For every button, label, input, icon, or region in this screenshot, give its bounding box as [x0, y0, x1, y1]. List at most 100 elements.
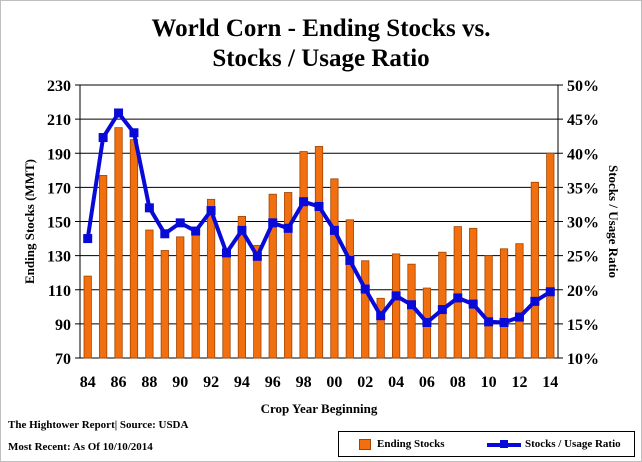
line-marker: [268, 218, 278, 228]
bar-ending-stocks: [330, 178, 339, 359]
x-tick-label: 86: [111, 374, 127, 391]
line-marker: [252, 251, 262, 261]
x-tick-label: 14: [542, 374, 558, 391]
y-tick-label: 130: [47, 249, 71, 266]
line-marker: [175, 218, 185, 228]
bar-ending-stocks: [176, 236, 185, 359]
line-marker: [144, 203, 154, 213]
bar-ending-stocks: [114, 127, 123, 359]
y-tick-label: 90: [55, 317, 71, 334]
bar-ending-stocks: [160, 250, 169, 359]
line-marker: [160, 229, 170, 239]
bar-ending-stocks: [299, 151, 308, 359]
bar-ending-stocks: [345, 219, 354, 359]
bar-ending-stocks: [376, 297, 385, 359]
bar-ending-stocks: [145, 229, 154, 359]
bar-ending-stocks: [391, 253, 401, 359]
y-tick-label: 150: [47, 215, 71, 232]
bar-ending-stocks: [191, 233, 200, 359]
chart-title-line-2: Stocks / Usage Ratio: [212, 45, 430, 72]
bar-ending-stocks: [484, 255, 493, 359]
line-marker: [530, 296, 540, 306]
y-tick-label: 230: [47, 78, 71, 95]
line-marker: [391, 291, 401, 301]
y-tick-label: 190: [47, 146, 71, 163]
y-tick-label: 110: [48, 283, 71, 300]
bar-ending-stocks: [469, 227, 478, 359]
line-marker: [499, 318, 509, 328]
y-tick-label: 70: [55, 351, 71, 368]
line-marker: [206, 206, 216, 216]
line-marker: [83, 234, 93, 244]
bar-ending-stocks: [268, 193, 277, 359]
x-tick-label: 90: [172, 374, 188, 391]
bar-ending-stocks: [99, 175, 108, 359]
bar-ending-stocks: [253, 244, 262, 359]
bar-ending-stocks: [206, 198, 216, 359]
line-marker: [360, 284, 370, 294]
line-marker: [191, 226, 201, 236]
x-tick-label: 94: [234, 374, 250, 391]
y2-tick-label: 30%: [567, 215, 599, 232]
y2-axis-label: Stocks / Usage Ratio: [606, 165, 621, 278]
most-recent-note: Most Recent: As Of 10/10/2014: [8, 441, 153, 453]
x-axis-label: Crop Year Beginning: [261, 401, 378, 416]
y-axis-label: Ending Stocks (MMT): [22, 159, 37, 284]
bar-ending-stocks: [222, 251, 231, 359]
line-marker: [345, 255, 355, 265]
x-tick-label: 84: [80, 374, 96, 391]
x-tick-label: 88: [141, 374, 157, 391]
line-marker: [407, 300, 417, 310]
line-marker: [283, 223, 293, 233]
y2-tick-label: 35%: [567, 180, 599, 197]
x-tick-label: 02: [357, 374, 373, 391]
x-tick-label: 04: [388, 374, 404, 391]
y-tick-label: 210: [47, 112, 71, 129]
legend-bar-swatch: [359, 439, 371, 450]
line-marker: [299, 197, 309, 207]
bar-ending-stocks: [453, 226, 462, 359]
legend: Ending Stocks Stocks / Usage Ratio: [338, 431, 635, 457]
x-tick-label: 98: [296, 374, 312, 391]
bar-ending-stocks: [546, 152, 555, 359]
line-marker: [237, 225, 247, 235]
line-marker: [376, 311, 386, 321]
line-marker: [329, 225, 339, 235]
chart-title-line-1: World Corn - Ending Stocks vs.: [151, 15, 491, 42]
line-marker: [514, 312, 524, 322]
legend-label-ratio: Stocks / Usage Ratio: [525, 438, 621, 450]
line-marker: [422, 318, 432, 328]
bar-ending-stocks: [284, 192, 293, 359]
bar-ending-stocks: [314, 146, 324, 359]
line-marker: [314, 201, 324, 211]
source-note: The Hightower Report| Source: USDA: [8, 419, 189, 431]
y2-tick-label: 45%: [567, 112, 599, 129]
line-marker: [114, 108, 124, 118]
y2-tick-label: 25%: [567, 249, 599, 266]
line-marker: [221, 248, 231, 258]
y2-tick-label: 40%: [567, 146, 599, 163]
line-marker: [453, 293, 463, 303]
x-tick-label: 08: [450, 374, 466, 391]
y2-tick-label: 50%: [567, 78, 599, 95]
bar-ending-stocks: [407, 263, 416, 359]
line-marker: [484, 317, 494, 327]
line-marker: [545, 287, 555, 297]
bar-ending-stocks: [499, 248, 509, 359]
bar-ending-stocks: [361, 260, 370, 359]
bar-ending-stocks: [530, 181, 539, 359]
y2-tick-label: 10%: [567, 351, 599, 368]
legend-marker-swatch: [500, 440, 508, 448]
bar-ending-stocks: [237, 215, 247, 359]
x-tick-label: 06: [419, 374, 435, 391]
legend-label-ending-stocks: Ending Stocks: [377, 438, 445, 450]
bar-ending-stocks: [83, 275, 92, 359]
x-tick-label: 96: [265, 374, 281, 391]
bar-ending-stocks: [129, 139, 139, 359]
x-tick-label: 10: [481, 374, 497, 391]
line-marker: [468, 299, 478, 309]
line-marker: [129, 128, 139, 138]
y2-tick-label: 15%: [567, 317, 599, 334]
